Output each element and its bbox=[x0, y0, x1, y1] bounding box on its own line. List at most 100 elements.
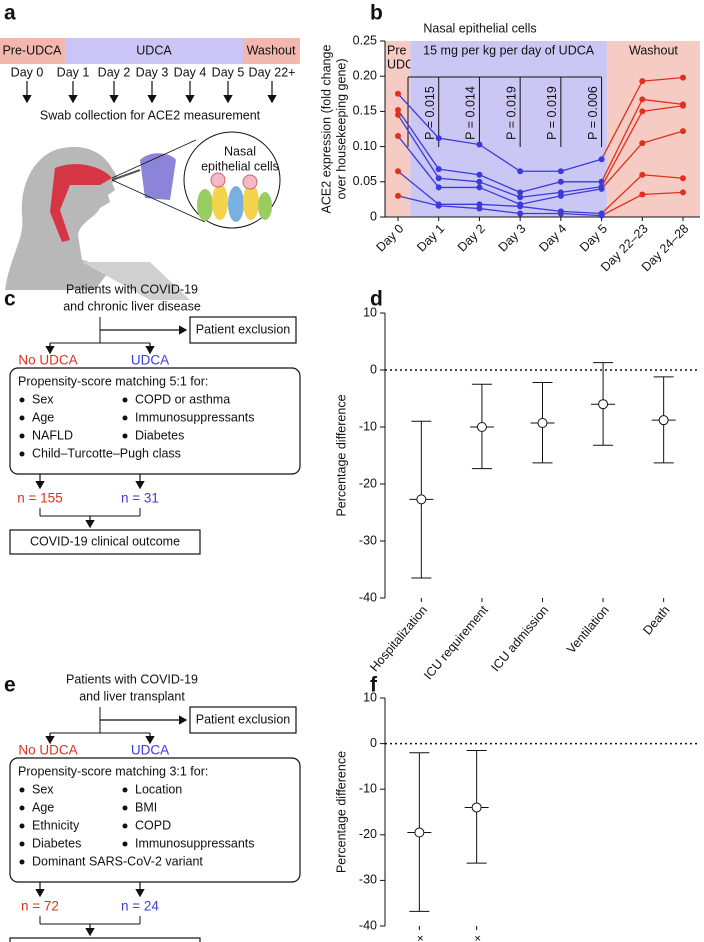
virus bbox=[210, 172, 226, 188]
y-axis-label: Percentage difference bbox=[334, 394, 348, 516]
data-point bbox=[557, 210, 564, 217]
y-tick-label: -30 bbox=[359, 533, 377, 547]
bullet bbox=[122, 841, 128, 847]
day-label: Day 3 bbox=[136, 65, 169, 79]
data-point bbox=[639, 140, 646, 147]
line-segment bbox=[642, 191, 684, 196]
panel-a: Pre-UDCA UDCA Washout Swab collection fo… bbox=[0, 38, 300, 300]
line-segment bbox=[479, 174, 521, 193]
line-segment bbox=[600, 99, 643, 183]
bullet bbox=[122, 433, 128, 439]
line-segment bbox=[479, 203, 521, 208]
day-label: Day 1 bbox=[57, 65, 90, 79]
line-segment bbox=[397, 170, 440, 205]
x-tick-label: ICU admission bbox=[488, 603, 551, 674]
line-segment bbox=[601, 142, 643, 190]
line-segment bbox=[438, 205, 480, 210]
bullet bbox=[19, 787, 25, 793]
exclusion-box bbox=[189, 706, 297, 734]
line-segment bbox=[479, 186, 521, 205]
flow-text: and chronic liver disease bbox=[63, 299, 201, 313]
line-segment bbox=[520, 205, 561, 213]
flow-text: Patient exclusion bbox=[196, 322, 291, 336]
line-segment bbox=[397, 93, 440, 139]
y-tick-label: -20 bbox=[359, 476, 377, 490]
criterion: BMI bbox=[135, 800, 157, 814]
data-point bbox=[598, 399, 609, 410]
data-point bbox=[471, 802, 482, 813]
phase-label: Washout bbox=[247, 43, 296, 57]
y-tick-label: -10 bbox=[359, 781, 377, 795]
line-segment bbox=[560, 210, 602, 215]
line-segment bbox=[560, 158, 602, 172]
glove bbox=[140, 153, 176, 200]
data-point bbox=[476, 171, 483, 178]
line-segment bbox=[520, 191, 561, 198]
data-point bbox=[435, 175, 442, 182]
line-segment bbox=[642, 174, 684, 179]
data-point bbox=[639, 96, 646, 103]
criterion: Ethnicity bbox=[32, 818, 80, 832]
day-label: Day 22+ bbox=[249, 65, 296, 79]
line-segment bbox=[642, 76, 684, 82]
region-label: Washout bbox=[629, 43, 678, 57]
day-label: Day 5 bbox=[212, 65, 245, 79]
panel-label: d bbox=[370, 288, 383, 311]
p-value: P = 0.019 bbox=[504, 86, 518, 140]
line-segment bbox=[601, 193, 643, 217]
y-tick-label: 0.15 bbox=[353, 104, 377, 118]
phase-label: UDCA bbox=[136, 43, 172, 57]
p-value: P = 0.015 bbox=[423, 86, 437, 140]
line-segment bbox=[397, 114, 440, 179]
phase-bar bbox=[0, 38, 65, 64]
data-point bbox=[435, 202, 442, 209]
panel-e: Patients with COVID-19 and liver transpla… bbox=[9, 672, 301, 942]
y-axis-label: over housekeeping gene) bbox=[334, 58, 348, 199]
line-segment bbox=[642, 105, 684, 113]
neck-illustration bbox=[82, 262, 190, 300]
outcome-box bbox=[9, 529, 201, 555]
region-label: Pre bbox=[387, 43, 407, 57]
data-point bbox=[639, 108, 646, 115]
criterion: Immunosuppressants bbox=[135, 836, 255, 850]
y-tick-label: 10 bbox=[363, 690, 377, 704]
line-segment bbox=[601, 174, 643, 214]
y-axis-label: ACE2 expression (fold change bbox=[319, 45, 333, 214]
line-segment bbox=[560, 188, 602, 197]
n-label: n = 72 bbox=[21, 899, 59, 914]
bullet bbox=[122, 823, 128, 829]
inset-label: Nasal bbox=[224, 144, 256, 158]
n-label: n = 155 bbox=[17, 491, 62, 506]
x-tick-label: Day 1 bbox=[414, 222, 447, 255]
virus bbox=[242, 174, 258, 190]
data-point bbox=[435, 135, 442, 142]
group-label: UDCA bbox=[131, 353, 169, 368]
y-tick-label: 0 bbox=[370, 209, 377, 223]
line-segment bbox=[397, 109, 440, 170]
data-point bbox=[395, 90, 401, 97]
bullet bbox=[122, 415, 128, 421]
line-segment bbox=[438, 137, 480, 146]
line-segment bbox=[642, 130, 684, 144]
x-tick-label: Death bbox=[640, 603, 672, 638]
data-point bbox=[680, 189, 686, 196]
panel-label: f bbox=[370, 674, 378, 697]
data-point bbox=[395, 192, 401, 199]
y-tick-label: 0 bbox=[370, 736, 377, 750]
panel-c: Patients with COVID-19 and chronic liver … bbox=[9, 282, 301, 555]
cell bbox=[228, 186, 244, 222]
x-tick-label: Day 3 bbox=[496, 222, 529, 255]
matching-box bbox=[9, 757, 301, 883]
data-point bbox=[557, 178, 564, 185]
flow-text: Propensity-score matching 3:1 for: bbox=[18, 764, 208, 778]
day-label: Day 4 bbox=[174, 65, 207, 79]
data-point bbox=[476, 205, 483, 212]
y-tick-label: 0.05 bbox=[353, 174, 377, 188]
x-tick-label: Ventilation bbox=[564, 603, 612, 656]
data-point bbox=[680, 102, 686, 109]
data-point bbox=[395, 111, 401, 118]
p-value: P = 0.014 bbox=[464, 86, 478, 140]
data-point bbox=[517, 168, 524, 175]
cell bbox=[258, 192, 272, 220]
line-segment bbox=[642, 98, 684, 106]
